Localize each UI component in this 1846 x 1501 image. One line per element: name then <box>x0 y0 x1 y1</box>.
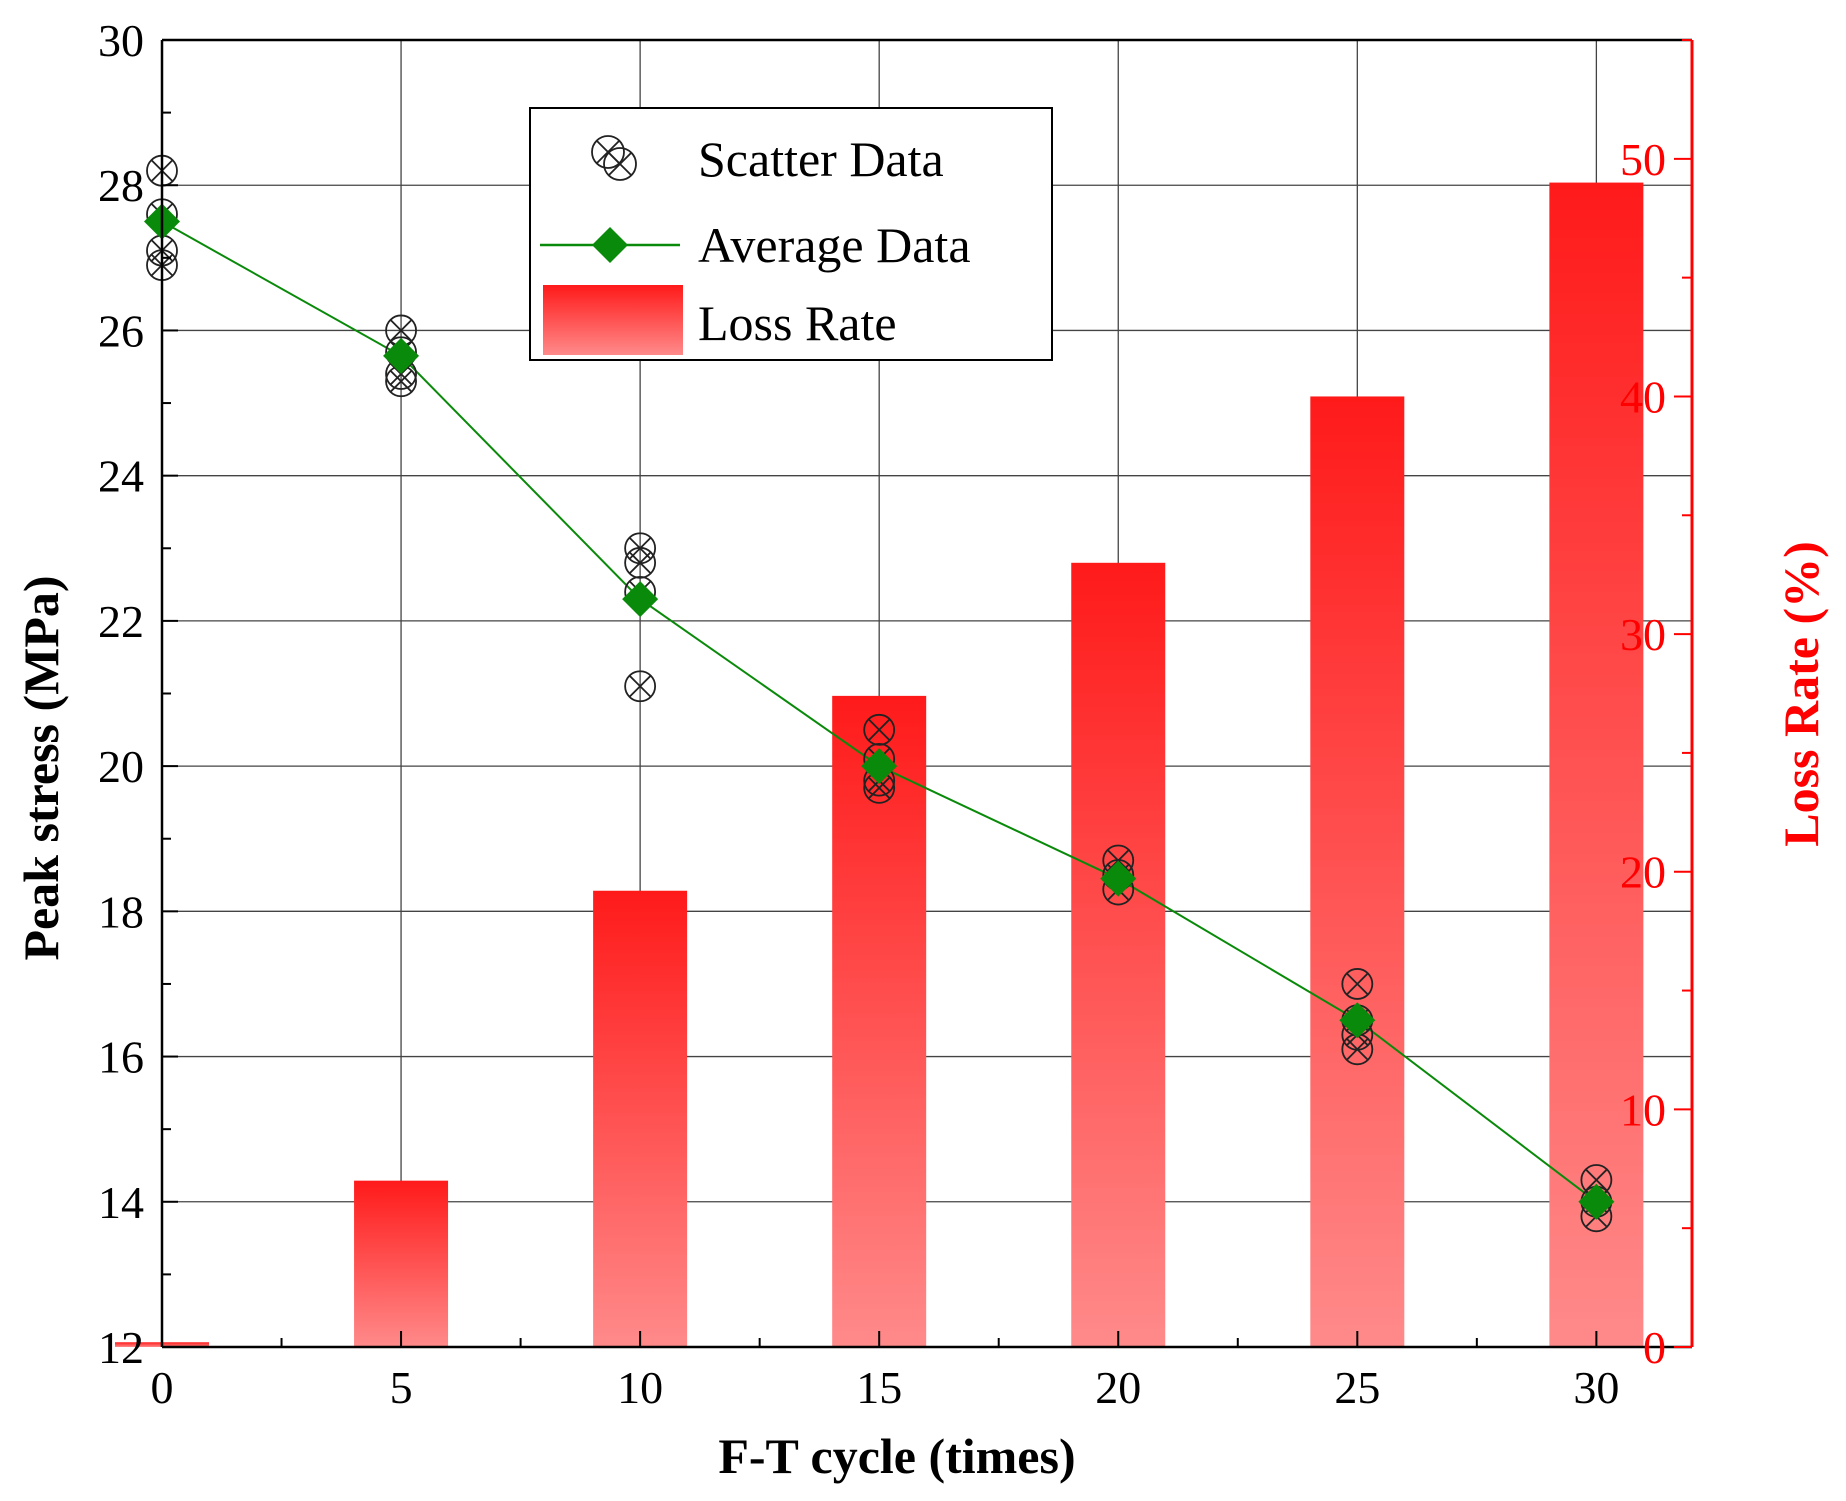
y-left-tick-label-12: 12 <box>98 1322 144 1373</box>
x-tick-label-30: 30 <box>1573 1362 1619 1413</box>
right-y-axis-title: Loss Rate (%) <box>1773 541 1829 847</box>
x-tick-label-10: 10 <box>617 1362 663 1413</box>
scatter-point-11 <box>624 670 657 703</box>
y-left-tick-label-16: 16 <box>98 1032 144 1083</box>
y-right-tick-label-40: 40 <box>1620 371 1666 422</box>
scatter-point-9-circle <box>624 546 657 579</box>
y-left-tick-label-14: 14 <box>98 1177 144 1228</box>
x-axis-title: F-T cycle (times) <box>718 1428 1075 1484</box>
legend-label-loss-rate: Loss Rate <box>698 295 897 351</box>
loss-rate-bar-20 <box>1071 562 1166 1347</box>
scatter-point-11-cross-b <box>628 674 652 698</box>
y-right-tick-label-20: 20 <box>1620 847 1666 898</box>
y-right-tick-label-50: 50 <box>1620 134 1666 185</box>
loss-rate-bars <box>115 182 1644 1348</box>
scatter-point-7-cross-b <box>389 369 413 393</box>
legend-scatter-circle-b-cross-b <box>607 151 633 177</box>
y-left-tick-label-22: 22 <box>98 596 144 647</box>
loss-rate-bar-30 <box>1549 182 1644 1348</box>
y-left-tick-label-26: 26 <box>98 305 144 356</box>
scatter-point-11-circle <box>624 670 657 703</box>
average-data-marker-20 <box>1100 860 1137 897</box>
y-left-tick-label-18: 18 <box>98 886 144 937</box>
loss-rate-bar-10 <box>593 890 688 1347</box>
legend-label-scatter: Scatter Data <box>698 131 944 187</box>
y-right-tick-label-30: 30 <box>1620 609 1666 660</box>
average-data-marker-5 <box>383 337 420 374</box>
scatter-point-19-circle <box>1341 968 1374 1000</box>
scatter-point-4-cross-b <box>389 319 413 342</box>
scatter-point-12-circle <box>863 713 896 746</box>
right-y-axis-ticks: 0 10 20 30 40 50 <box>1620 39 1692 1373</box>
legend-scatter-circle-a-cross-b <box>595 139 621 165</box>
x-tick-label-0: 0 <box>151 1362 174 1413</box>
legend-average-marker <box>592 227 628 263</box>
loss-rate-bar-25 <box>1310 396 1405 1347</box>
y-left-tick-label-28: 28 <box>98 160 144 211</box>
scatter-point-9 <box>624 546 657 579</box>
x-tick-label-25: 25 <box>1334 1362 1380 1413</box>
y-left-tick-label-24: 24 <box>98 451 144 502</box>
scatter-point-19 <box>1341 968 1374 1000</box>
scatter-point-9-cross-b <box>628 551 652 575</box>
loss-rate-bar-5 <box>354 1180 449 1347</box>
left-y-axis-ticks: 12 14 16 18 20 22 24 26 28 30 <box>98 15 178 1373</box>
x-tick-label-5: 5 <box>390 1362 413 1413</box>
y-left-tick-label-30: 30 <box>98 15 144 66</box>
scatter-point-22-cross-b <box>1345 1037 1369 1061</box>
left-y-axis-title: Peak stress (MPa) <box>13 575 69 960</box>
legend-scatter-marker <box>591 135 637 181</box>
y-right-tick-label-0: 0 <box>1643 1322 1666 1373</box>
scatter-point-12-cross-b <box>867 718 891 742</box>
x-axis-ticks: 0 5 10 15 20 25 30 <box>151 1331 1619 1413</box>
x-tick-label-20: 20 <box>1095 1362 1141 1413</box>
legend-scatter-circle-b-circle <box>603 147 637 181</box>
scatter-point-12 <box>863 713 896 746</box>
legend-scatter-circle-a-circle <box>591 135 625 169</box>
loss-rate-bar-15 <box>832 695 927 1347</box>
average-data-marker-30 <box>1578 1183 1615 1220</box>
scatter-point-23-cross-b <box>1584 1168 1608 1192</box>
y-right-tick-label-10: 10 <box>1620 1084 1666 1135</box>
legend-scatter-circle-b <box>603 147 637 181</box>
scatter-point-19-cross-b <box>1345 972 1369 996</box>
scatter-point-15-cross-b <box>867 776 891 800</box>
legend-loss-rate-swatch <box>543 285 683 355</box>
average-data-marker-25 <box>1339 1002 1376 1039</box>
scatter-point-6-cross-b <box>389 362 413 386</box>
y-left-tick-label-20: 20 <box>98 741 144 792</box>
legend-label-average: Average Data <box>698 217 971 273</box>
average-data-marker-10 <box>622 581 659 618</box>
average-data-marker-15 <box>861 748 898 785</box>
legend: Scatter Data Average Data Loss Rate <box>529 107 1053 361</box>
x-tick-label-15: 15 <box>856 1362 902 1413</box>
